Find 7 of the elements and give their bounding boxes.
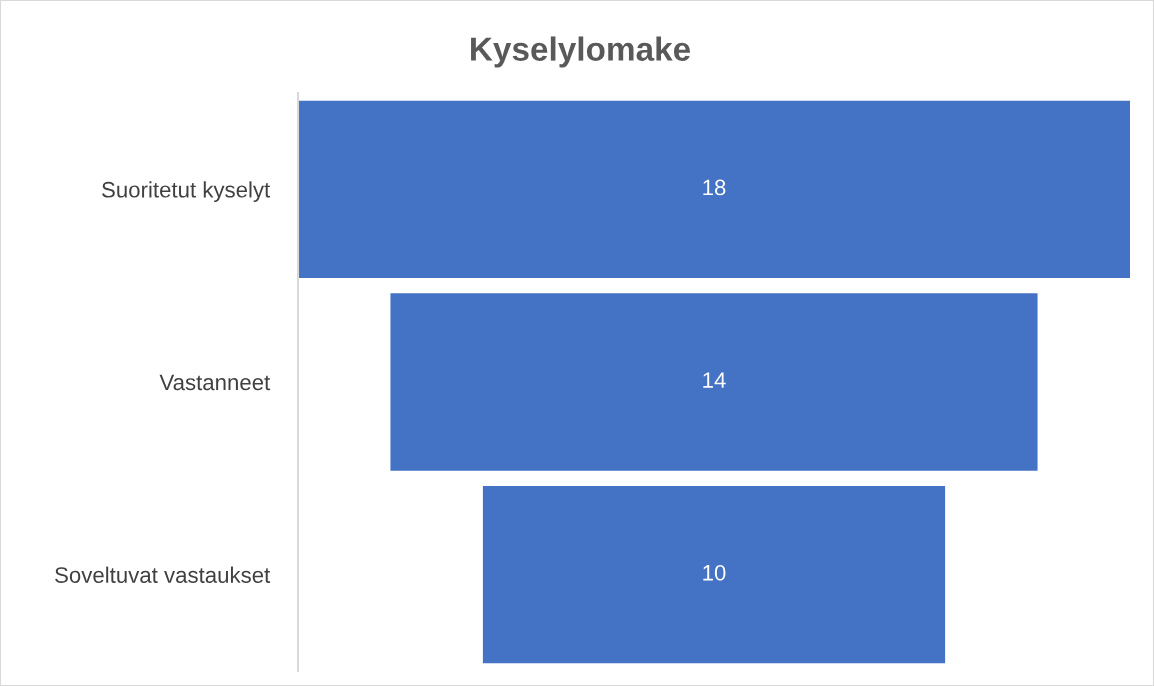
data-label: 14 — [703, 372, 726, 388]
text: Kyselylomake — [471, 36, 691, 68]
category-label: Vastanneet — [159, 374, 271, 391]
data-label: 18 — [703, 179, 726, 196]
data-label: 10 — [703, 564, 726, 581]
category-label: Suoritetut kyselyt — [102, 181, 271, 202]
category-label: Soveltuvat vastaukset — [55, 566, 271, 583]
